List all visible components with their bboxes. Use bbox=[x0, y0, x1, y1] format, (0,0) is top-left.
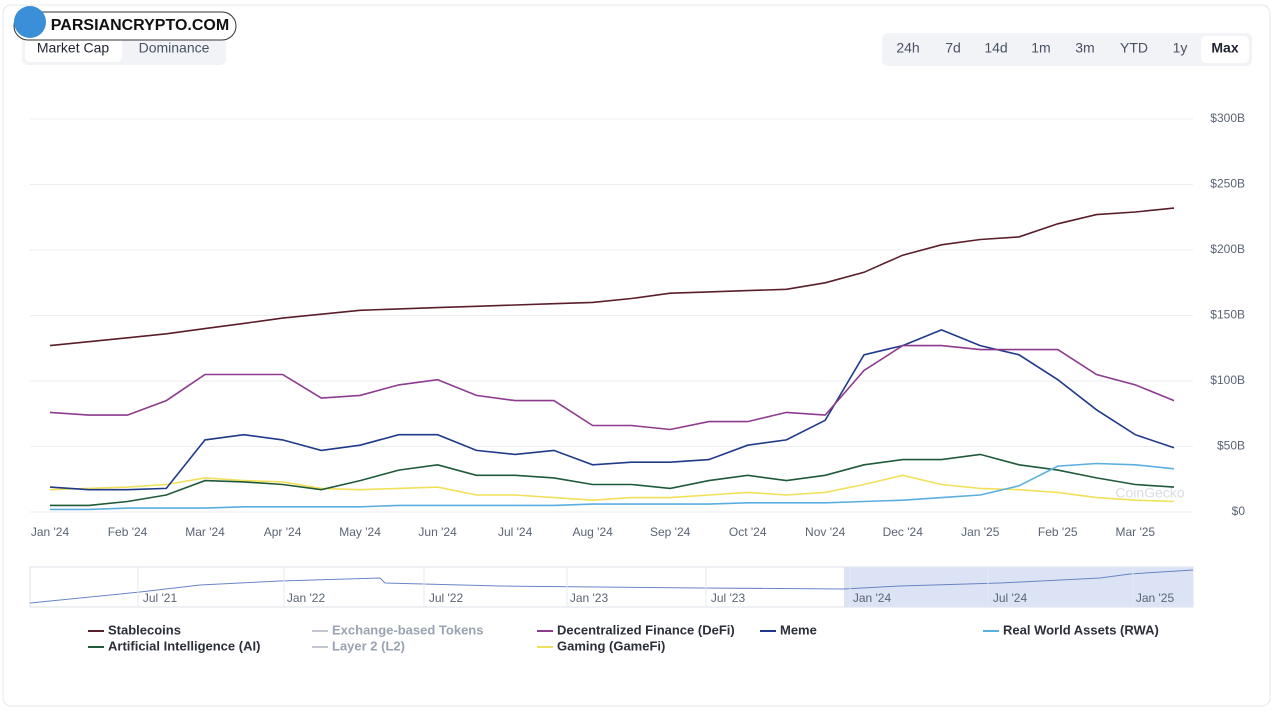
legend: Stablecoins Exchange-based Tokens Decentra… bbox=[88, 622, 1159, 653]
range-buttons: 24h 7d 14d 1m 3m YTD 1y Max bbox=[896, 36, 1249, 63]
navigator-label: Jul '24 bbox=[993, 591, 1028, 605]
y-tick-label: $300B bbox=[1210, 111, 1245, 125]
series-line bbox=[50, 462, 1175, 511]
tab-active bbox=[25, 36, 122, 62]
x-tick-label: Feb '25 bbox=[1038, 525, 1078, 539]
range-button[interactable]: 7d bbox=[945, 40, 961, 56]
x-tick-label: Oct '24 bbox=[729, 525, 767, 539]
navigator-label: Jul '23 bbox=[711, 591, 746, 605]
x-tick-label: Apr '24 bbox=[264, 525, 302, 539]
legend-label[interactable]: Real World Assets (RWA) bbox=[1003, 622, 1159, 637]
range-button[interactable]: Max bbox=[1211, 40, 1238, 56]
x-tick-label: Nov '24 bbox=[805, 525, 846, 539]
range-button[interactable]: 24h bbox=[896, 40, 919, 56]
y-tick-label: $50B bbox=[1217, 439, 1245, 453]
legend-label[interactable]: Artificial Intelligence (AI) bbox=[108, 638, 260, 653]
legend-label[interactable]: Meme bbox=[780, 622, 817, 637]
navigator-labels: Jul '21 Jan '22 Jul '22 Jan '23 Jul '23 Jan '… bbox=[137, 567, 1175, 607]
logo-box bbox=[13, 11, 237, 41]
navigator-label: Jan '22 bbox=[287, 591, 326, 605]
y-tick-label: $200B bbox=[1210, 242, 1245, 256]
series-line bbox=[50, 453, 1175, 507]
navigator-label: Jul '22 bbox=[429, 591, 464, 605]
legend-label[interactable]: Gaming (GameFi) bbox=[557, 638, 665, 653]
range-button[interactable]: 14d bbox=[984, 40, 1007, 56]
series-line bbox=[49, 344, 1175, 431]
x-tick-label: Aug '24 bbox=[572, 525, 613, 539]
x-tick-label: Jun '24 bbox=[418, 525, 457, 539]
card bbox=[2, 4, 1271, 707]
series-line bbox=[49, 329, 1175, 491]
x-tick-label: Sep '24 bbox=[650, 525, 691, 539]
range-button[interactable]: 1m bbox=[1031, 40, 1050, 56]
watermark: CoinGecko bbox=[1115, 485, 1184, 501]
navigator-line bbox=[29, 569, 1194, 604]
y-tick-label: $0 bbox=[1232, 504, 1246, 518]
navigator-label: Jul '21 bbox=[143, 591, 178, 605]
navigator-label: Jan '25 bbox=[1136, 591, 1175, 605]
x-tick-label: Jan '25 bbox=[961, 525, 1000, 539]
range-active bbox=[1201, 36, 1249, 63]
x-tick-label: Jul '24 bbox=[498, 525, 533, 539]
legend-label[interactable]: Exchange-based Tokens bbox=[332, 622, 483, 637]
y-tick-label: $250B bbox=[1210, 177, 1245, 191]
navigator-label: Jan '24 bbox=[853, 591, 892, 605]
range-button[interactable]: YTD bbox=[1120, 40, 1148, 56]
tab[interactable]: Market Cap bbox=[37, 40, 110, 56]
legend-label[interactable]: Decentralized Finance (DeFi) bbox=[557, 622, 735, 637]
legend-label[interactable]: Layer 2 (L2) bbox=[332, 638, 405, 653]
x-tick-label: Dec '24 bbox=[883, 525, 924, 539]
range-group bbox=[882, 33, 1252, 66]
x-tick-label: Jan '24 bbox=[31, 525, 70, 539]
series-line bbox=[49, 474, 1175, 503]
y-tick-label: $100B bbox=[1210, 373, 1245, 387]
plot: $0 $50B $100B $150B $200B $250B $300B Jan '24 Fe… bbox=[30, 111, 1245, 539]
x-tick-label: Mar '24 bbox=[185, 525, 225, 539]
range-button[interactable]: 1y bbox=[1173, 40, 1188, 56]
x-tick-label: Feb '24 bbox=[108, 525, 148, 539]
range-button[interactable]: 3m bbox=[1075, 40, 1094, 56]
logo-icon bbox=[14, 6, 46, 38]
logo-text: PARSIANCRYPTO.COM bbox=[51, 17, 229, 34]
x-tick-label: May '24 bbox=[339, 525, 381, 539]
legend-label[interactable]: Stablecoins bbox=[108, 622, 181, 637]
series-line bbox=[49, 207, 1175, 347]
navigator-label: Jan '23 bbox=[570, 591, 609, 605]
y-tick-label: $150B bbox=[1210, 308, 1245, 322]
tab[interactable]: Dominance bbox=[139, 40, 210, 56]
x-tick-label: Mar '25 bbox=[1115, 525, 1155, 539]
